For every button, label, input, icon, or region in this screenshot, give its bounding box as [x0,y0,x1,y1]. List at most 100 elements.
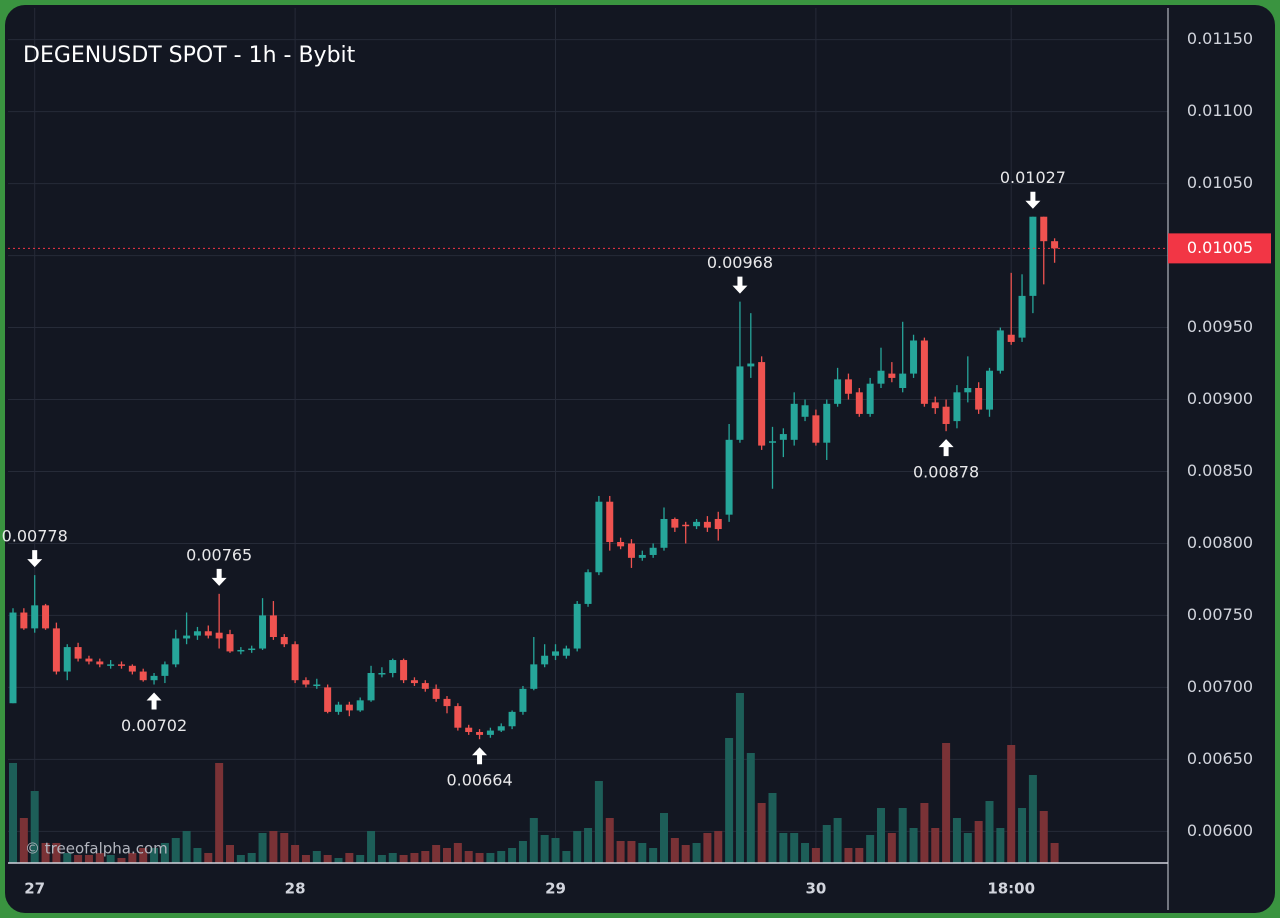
candle-body [844,379,852,394]
candle-body [432,688,440,699]
volume-bar [1028,775,1037,863]
candle-body [573,603,581,649]
y-tick-label: 0.00900 [1187,389,1253,408]
candle-body [476,732,484,735]
candle-body [834,379,842,404]
candle-body [758,362,766,446]
annotation-arrow [27,550,43,568]
candle-body [302,680,310,685]
candle-body [682,524,690,527]
annotation-arrow [146,692,162,710]
volume-bar [757,803,766,863]
candle-body [400,660,408,681]
volume-bar [931,828,940,863]
candle-body [888,373,896,378]
volume-bar [106,855,115,863]
candle-body [627,543,635,558]
y-tick-label: 0.00950 [1187,317,1253,336]
candle-body [693,521,701,527]
candle-body [486,730,494,735]
candle-body [931,402,939,409]
candle-body [1040,216,1048,242]
candle-body [96,661,104,665]
candle-body [443,698,451,707]
candle-body [986,370,993,410]
candle-body [150,675,158,681]
volume-bar [974,821,983,863]
candle-body [877,370,885,384]
volume-bar [660,813,668,863]
volume-bar [942,743,951,863]
volume-bar [605,818,614,863]
candle-body [649,547,657,555]
candle-body [910,340,918,374]
volume-bar [52,843,61,863]
candle-body [812,415,820,443]
candle-body [291,644,299,681]
candle-body [769,441,776,443]
volume-bar [226,845,234,863]
annotation-label: 0.00878 [913,463,979,482]
volume-bar [692,843,701,863]
candle-body [823,403,831,443]
volume-bar [1050,843,1059,863]
volume-bar [1018,808,1027,863]
candle-body [313,684,321,687]
volume-bar [41,843,50,863]
volume-bar [1039,811,1048,863]
volume-bar [1007,745,1016,863]
x-tick-label: 27 [24,880,45,898]
overlay-layer: 0.00778 0.00702 0.00765 0.00664 0.00968 0.008… [2,168,1168,790]
candle-body [85,658,93,662]
x-tick-label: 29 [545,880,566,898]
volume-bar [84,855,93,863]
annotation-arrow [938,439,954,457]
volume-bar [410,853,419,863]
volume-bar [887,833,896,863]
volume-bar [898,808,907,863]
volume-bar [377,855,386,863]
candle-body [410,680,418,684]
volume-bar [291,845,300,863]
candle-body [9,612,17,704]
volume-bar [584,828,593,863]
y-tick-label: 0.00650 [1187,749,1253,768]
x-tick-label: 30 [805,880,826,898]
candle-body [953,392,961,422]
last-price-label: 0.01005 [1187,238,1253,257]
candle-body [454,706,462,728]
grid [8,8,1168,863]
volume-bar [963,833,972,863]
candle-body [1051,241,1059,249]
candle-body [248,648,256,651]
annotation-label: 0.00664 [446,771,512,790]
volume-bar [475,853,484,863]
annotation-label: 0.00778 [2,527,68,546]
candle-body [671,518,679,528]
annotation-label: 0.00968 [707,253,773,272]
volume-bar [182,831,191,863]
candle-body [183,635,191,639]
volume-bar [160,843,169,863]
volume-bar [920,803,929,863]
volume-bar [551,838,560,863]
candle-body [389,660,397,673]
volume-bar [649,848,658,863]
candle-body [508,711,516,727]
volume-bar [833,818,842,863]
annotation-label: 0.01027 [1000,168,1066,187]
candle-body [714,518,722,530]
annotation-label: 0.00702 [121,716,187,735]
volume-bar [790,833,799,863]
volume-bar [594,781,603,863]
candle-body [421,683,429,689]
volume-bar [399,855,408,863]
volume-bar [312,851,321,863]
candle-body [52,628,60,672]
last-price-box [1168,233,1271,264]
volume-bar [616,841,625,863]
y-tick-label: 0.00600 [1187,821,1253,840]
candle-body [866,383,874,414]
volume-bar [30,791,39,863]
volume-bar [453,843,462,863]
